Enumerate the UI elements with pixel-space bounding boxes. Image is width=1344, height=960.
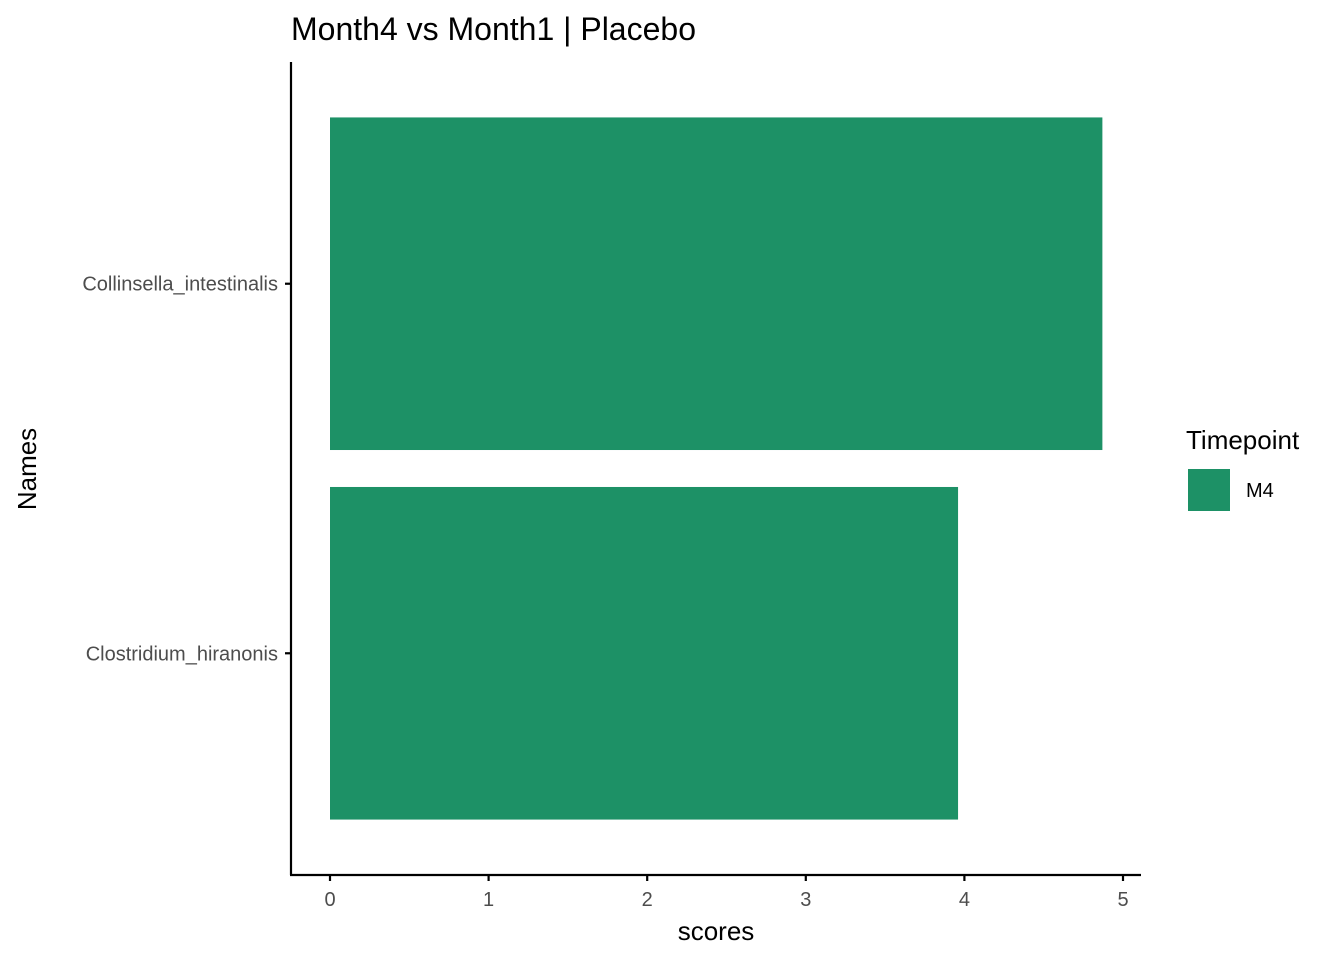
y-tick-label: Clostridium_hiranonis: [86, 643, 278, 665]
x-tick-label: 0: [324, 889, 335, 911]
x-axis-title: scores: [678, 916, 755, 946]
y-axis-ticks: Collinsella_intestinalis Clostridium_hira…: [82, 274, 291, 665]
x-tick-label: 1: [483, 889, 494, 911]
bar-collinsella-intestinalis: [330, 117, 1103, 451]
x-tick-label: 4: [959, 889, 970, 911]
x-tick-label: 2: [642, 889, 653, 911]
legend: Timepoint M4: [1186, 425, 1300, 511]
x-tick-label: 5: [1117, 889, 1128, 911]
legend-title: Timepoint: [1186, 425, 1300, 455]
y-tick-label: Collinsella_intestinalis: [82, 274, 278, 296]
chart-title: Month4 vs Month1 | Placebo: [291, 11, 696, 47]
legend-label: M4: [1246, 480, 1274, 502]
x-tick-label: 3: [800, 889, 811, 911]
bar-clostridium-hiranonis: [330, 486, 959, 820]
legend-key: [1188, 469, 1230, 511]
x-axis-ticks: 0 1 2 3 4 5: [324, 875, 1129, 911]
y-axis-title: Names: [12, 428, 42, 510]
bars-group: [330, 117, 1103, 820]
